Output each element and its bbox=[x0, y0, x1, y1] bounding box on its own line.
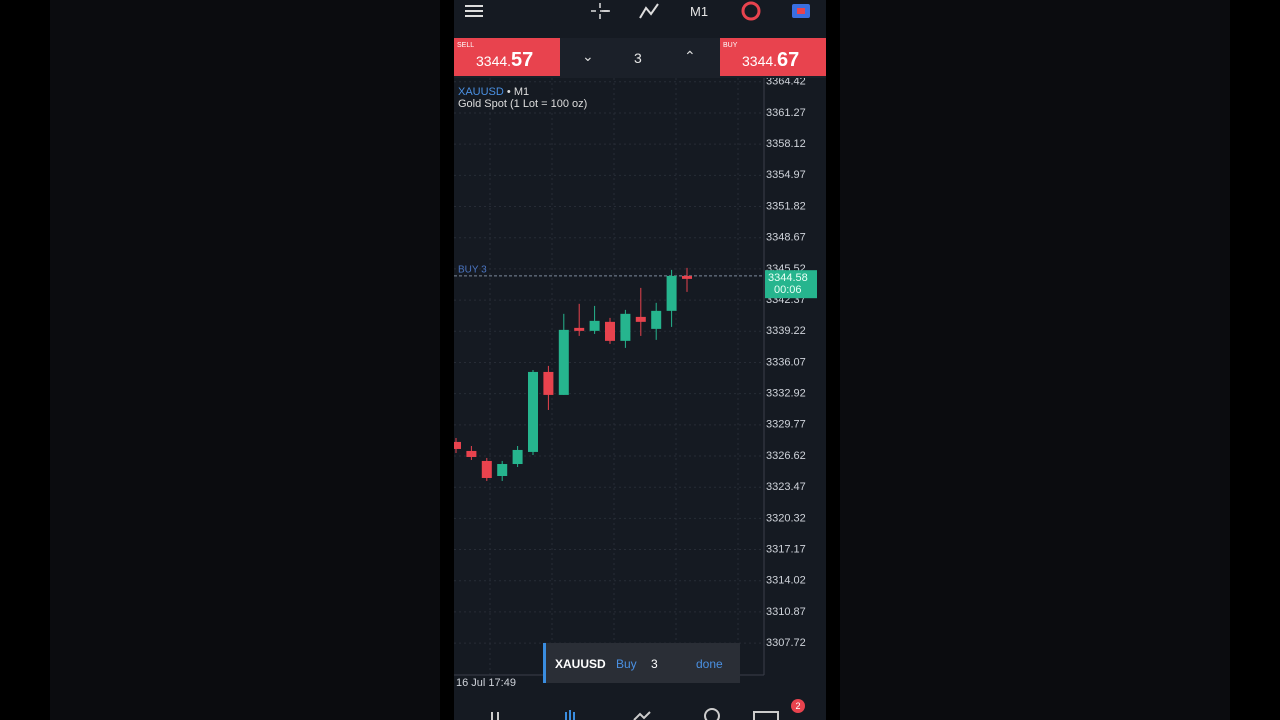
toast-volume: 3 bbox=[651, 657, 658, 671]
symbol-info: XAUUSD • M1 Gold Spot (1 Lot = 100 oz) bbox=[458, 86, 587, 110]
buy-price: 3344. bbox=[742, 53, 778, 69]
menu-icon[interactable] bbox=[465, 5, 483, 17]
y-tick-label: 3336.07 bbox=[766, 356, 806, 368]
sell-button[interactable]: SELL 3344.57 bbox=[454, 38, 560, 76]
y-tick-label: 3310.87 bbox=[766, 606, 806, 618]
candle-body bbox=[651, 310, 662, 329]
order-line-label: BUY 3 bbox=[458, 265, 487, 276]
y-tick-label: 3326.62 bbox=[766, 450, 806, 462]
candle-body bbox=[574, 327, 585, 331]
candle-body bbox=[497, 464, 508, 476]
y-tick-label: 3332.92 bbox=[766, 388, 806, 400]
nav-quotes[interactable] bbox=[491, 712, 499, 720]
y-tick-label: 3314.02 bbox=[766, 575, 806, 587]
candle-body bbox=[605, 321, 615, 341]
x-tick-label: 16 Jul 17:49 bbox=[456, 677, 516, 689]
symbol-description: Gold Spot (1 Lot = 100 oz) bbox=[458, 98, 588, 110]
toast-done[interactable]: done bbox=[696, 657, 723, 671]
y-tick-label: 3307.72 bbox=[766, 637, 806, 649]
candle-body bbox=[635, 316, 646, 322]
candle-body bbox=[512, 449, 523, 465]
candle-body bbox=[481, 460, 492, 478]
y-tick-label: 3364.42 bbox=[766, 76, 806, 88]
current-price-label: 3344.58 bbox=[768, 272, 808, 284]
blurred-background bbox=[50, 0, 440, 720]
y-tick-label: 3358.12 bbox=[766, 138, 806, 150]
candle-body bbox=[589, 320, 600, 331]
chart: 3364.42 3361.27 3358.12 3354.97 3351.82 3348.… bbox=[454, 76, 826, 720]
order-toast: XAUUSD Buy 3 done bbox=[543, 643, 740, 683]
timeframe-label: • M1 bbox=[506, 86, 530, 98]
lot-down[interactable]: ⌄ bbox=[582, 48, 594, 64]
sell-price-big: 57 bbox=[511, 49, 534, 71]
account-icon-detail bbox=[797, 8, 805, 14]
nav-messages[interactable] bbox=[753, 711, 779, 720]
candle-body bbox=[528, 371, 538, 452]
symbol: XAUUSD bbox=[458, 86, 504, 98]
buy-price-big: 67 bbox=[777, 49, 800, 71]
candle-body bbox=[682, 275, 692, 279]
buy-button[interactable]: BUY 3344.67 bbox=[720, 38, 826, 76]
timeframe[interactable]: M1 bbox=[690, 4, 709, 19]
y-tick-label: 3361.27 bbox=[766, 107, 806, 119]
candle-body bbox=[666, 275, 677, 311]
y-tick-label: 3339.22 bbox=[766, 325, 806, 337]
phone-app: 3364.42 3361.27 3358.12 3354.97 3351.82 3348.… bbox=[454, 0, 826, 720]
notification-badge: 2 bbox=[791, 699, 805, 713]
y-tick-label: 3320.32 bbox=[766, 512, 806, 524]
lot-size[interactable]: 3 bbox=[634, 50, 642, 66]
y-tick-label: 3329.77 bbox=[766, 419, 806, 431]
y-tick-label: 3348.67 bbox=[766, 232, 806, 244]
clock-icon[interactable] bbox=[741, 1, 761, 21]
candle-body bbox=[543, 371, 554, 395]
y-tick-label: 3351.82 bbox=[766, 200, 806, 212]
toast-side: Buy bbox=[616, 657, 637, 671]
toolbar: M1 bbox=[454, 0, 826, 38]
nav-trade[interactable] bbox=[633, 711, 651, 720]
blurred-background bbox=[840, 0, 1230, 720]
sell-label: SELL bbox=[457, 42, 475, 49]
y-tick-label: 3354.97 bbox=[766, 169, 806, 181]
current-price-tag bbox=[765, 270, 817, 299]
current-price-timer: 00:06 bbox=[774, 284, 802, 296]
candle-body bbox=[558, 329, 569, 395]
toolbar-icons bbox=[465, 1, 810, 21]
sell-price: 3344. bbox=[476, 53, 512, 69]
nav-chart[interactable] bbox=[565, 710, 575, 720]
bottom-nav bbox=[491, 708, 779, 720]
toast-symbol: XAUUSD bbox=[555, 657, 606, 671]
indicator-icon[interactable] bbox=[639, 3, 659, 19]
candle-body bbox=[620, 313, 631, 341]
lot-up[interactable]: ⌃ bbox=[684, 48, 696, 64]
quote-bar: SELL 3344.57 ⌄ 3 ⌃ BUY 3344.67 bbox=[454, 38, 826, 78]
buy-label: BUY bbox=[723, 42, 738, 49]
nav-history[interactable] bbox=[704, 708, 720, 720]
candle-body bbox=[466, 450, 477, 457]
crosshair-icon[interactable] bbox=[591, 3, 610, 19]
y-tick-label: 3323.47 bbox=[766, 481, 806, 493]
candle-body bbox=[454, 441, 461, 449]
y-tick-label: 3317.17 bbox=[766, 543, 806, 555]
